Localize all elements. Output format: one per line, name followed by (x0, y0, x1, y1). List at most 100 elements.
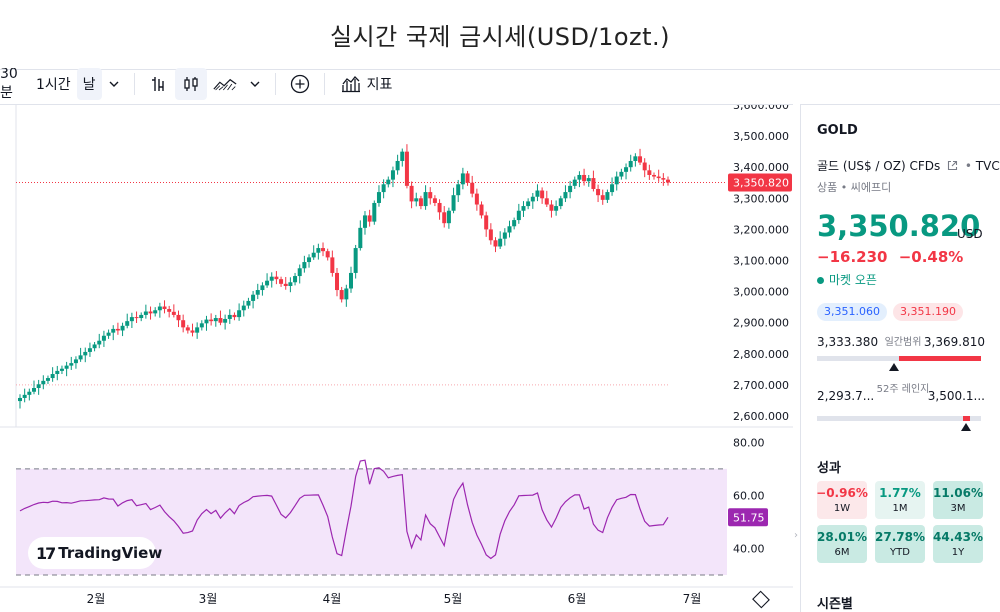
candle[interactable] (73, 359, 78, 364)
candle[interactable] (213, 318, 218, 322)
candle[interactable] (563, 192, 568, 199)
candle[interactable] (498, 238, 503, 247)
candle[interactable] (269, 276, 274, 281)
candle[interactable] (283, 283, 288, 287)
candle[interactable] (55, 370, 60, 375)
candle[interactable] (101, 335, 106, 341)
candle[interactable] (22, 394, 27, 398)
candle[interactable] (353, 248, 358, 273)
indicators-button[interactable]: 지표 (333, 68, 401, 100)
candle[interactable] (344, 288, 349, 300)
candle[interactable] (456, 184, 461, 196)
candle[interactable] (582, 174, 587, 182)
candle[interactable] (521, 206, 526, 211)
candle[interactable] (446, 210, 451, 224)
candle[interactable] (157, 306, 162, 311)
candle-style-button[interactable] (174, 68, 207, 100)
candle[interactable] (148, 311, 153, 314)
candle[interactable] (400, 151, 405, 161)
candle[interactable] (666, 179, 670, 183)
candle[interactable] (376, 192, 381, 203)
candle[interactable] (544, 198, 549, 205)
candle[interactable] (232, 314, 237, 318)
candle[interactable] (549, 204, 554, 211)
candle[interactable] (153, 310, 158, 314)
chart-area[interactable]: 3,600.000 3,500.000 3,400.000 3,300.000 3,20… (0, 104, 793, 612)
candle[interactable] (265, 280, 270, 286)
candle[interactable] (624, 167, 629, 172)
candle[interactable] (241, 305, 246, 311)
candle[interactable] (465, 173, 470, 183)
candle[interactable] (502, 232, 507, 239)
candle[interactable] (41, 380, 46, 385)
candle[interactable] (591, 178, 596, 189)
performance-cell[interactable]: −0.96% 1W (816, 481, 868, 519)
candle[interactable] (507, 226, 512, 233)
candle[interactable] (474, 193, 479, 205)
candle[interactable] (279, 279, 284, 284)
candle[interactable] (69, 363, 74, 366)
candle[interactable] (274, 276, 279, 280)
candle[interactable] (83, 351, 88, 356)
candle[interactable] (111, 328, 116, 333)
candle[interactable] (78, 355, 83, 360)
panel-collapse-handle[interactable]: › (794, 530, 798, 541)
price-chart[interactable]: 3,600.000 3,500.000 3,400.000 3,300.000 3,20… (0, 105, 793, 612)
candle[interactable] (316, 248, 321, 253)
candle[interactable] (204, 319, 209, 324)
candle[interactable] (540, 190, 545, 199)
symbol-description-text[interactable]: 골드 (US$ / OZ) CFDs (817, 159, 941, 173)
candle[interactable] (171, 311, 176, 315)
area-style-button[interactable] (207, 68, 243, 100)
candle[interactable] (64, 365, 69, 369)
candle[interactable] (311, 252, 316, 258)
candle[interactable] (97, 340, 102, 345)
candle[interactable] (167, 309, 172, 312)
candle[interactable] (176, 314, 181, 321)
candle[interactable] (237, 310, 242, 318)
candle[interactable] (199, 323, 204, 328)
candle[interactable] (642, 162, 647, 171)
candle[interactable] (460, 173, 465, 185)
candle[interactable] (260, 285, 265, 291)
candle[interactable] (600, 195, 605, 200)
calendar-goto-icon[interactable] (752, 590, 770, 609)
candle[interactable] (554, 206, 559, 211)
candle[interactable] (325, 251, 330, 258)
candle[interactable] (302, 262, 307, 269)
candle[interactable] (227, 314, 232, 319)
candle[interactable] (418, 198, 423, 207)
candle[interactable] (143, 311, 148, 315)
candle[interactable] (386, 179, 391, 185)
candle[interactable] (255, 290, 260, 295)
candle[interactable] (586, 178, 591, 182)
candle[interactable] (381, 184, 386, 193)
candle[interactable] (647, 170, 652, 175)
candle[interactable] (479, 204, 484, 216)
candle[interactable] (372, 202, 377, 222)
candle[interactable] (516, 210, 521, 221)
candle[interactable] (181, 320, 186, 328)
candle[interactable] (367, 215, 372, 222)
candle[interactable] (568, 185, 573, 193)
candle[interactable] (395, 160, 400, 171)
candle[interactable] (348, 272, 353, 289)
candle[interactable] (321, 248, 326, 252)
interval-day-button[interactable]: 날 (76, 68, 102, 100)
candle[interactable] (652, 174, 657, 177)
candle[interactable] (190, 330, 195, 333)
candle[interactable] (251, 294, 256, 301)
candle[interactable] (293, 276, 298, 283)
interval-dropdown-button[interactable] (102, 68, 126, 100)
candle[interactable] (428, 192, 433, 199)
candle[interactable] (45, 378, 50, 381)
candle[interactable] (195, 327, 200, 333)
candle[interactable] (50, 374, 55, 379)
candle[interactable] (390, 170, 395, 180)
candle[interactable] (92, 344, 97, 349)
candle[interactable] (162, 306, 167, 310)
candle[interactable] (246, 300, 251, 306)
chart-type-dropdown-button[interactable] (243, 68, 267, 100)
candle[interactable] (572, 179, 577, 186)
performance-cell[interactable]: 1.77% 1M (875, 481, 925, 519)
